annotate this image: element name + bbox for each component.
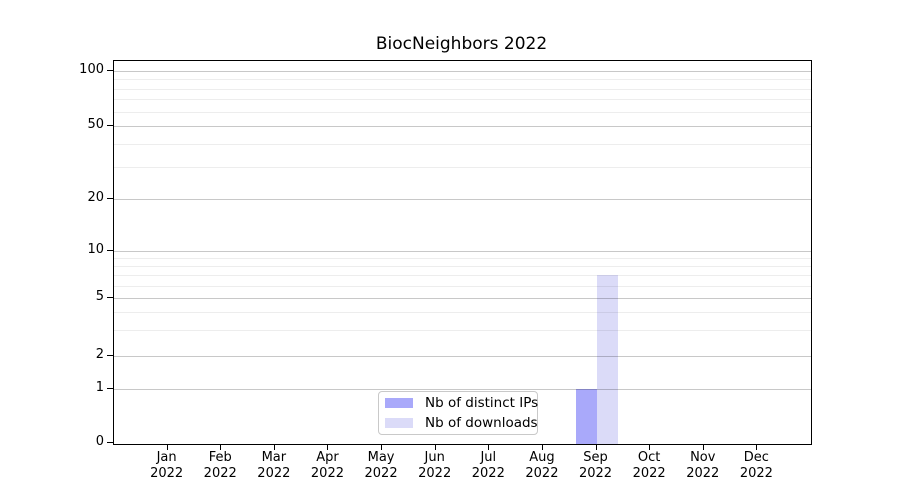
gridline-minor-80 xyxy=(114,88,811,90)
x-tick-mark-mar-2022 xyxy=(273,445,275,450)
y-tick-label-50: 50 xyxy=(87,117,104,132)
y-tick-mark-1 xyxy=(107,388,113,389)
gridline-minor-40 xyxy=(114,143,811,145)
gridline-major-10 xyxy=(114,251,811,252)
x-tick-label-aug-2022: Aug 2022 xyxy=(525,450,559,481)
y-tick-mark-20 xyxy=(107,198,113,199)
x-tick-label-nov-2022: Nov 2022 xyxy=(686,450,720,481)
chart-title: BiocNeighbors 2022 xyxy=(375,34,548,54)
y-tick-label-2: 2 xyxy=(95,347,104,362)
x-tick-label-apr-2022: Apr 2022 xyxy=(310,450,344,481)
y-tick-mark-0 xyxy=(107,442,113,443)
x-tick-label-feb-2022: Feb 2022 xyxy=(203,450,237,481)
x-tick-mark-sep-2022 xyxy=(595,445,597,450)
gridline-major-20 xyxy=(114,199,811,200)
legend-label-nb-of-downloads: Nb of downloads xyxy=(425,415,538,431)
x-tick-label-mar-2022: Mar 2022 xyxy=(257,450,291,481)
gridline-minor-9 xyxy=(114,258,811,260)
x-tick-mark-feb-2022 xyxy=(220,445,222,450)
x-tick-label-jan-2022: Jan 2022 xyxy=(150,450,184,481)
gridline-minor-4 xyxy=(114,312,811,314)
gridline-major-5 xyxy=(114,298,811,299)
x-tick-label-oct-2022: Oct 2022 xyxy=(632,450,666,481)
legend-swatch-nb-of-distinct-ips xyxy=(385,398,413,408)
gridline-major-100 xyxy=(114,71,811,72)
bar-nb-of-downloads-sep-2022 xyxy=(596,275,618,444)
y-tick-mark-10 xyxy=(107,250,113,251)
gridline-major-1 xyxy=(114,389,811,390)
gridline-minor-6 xyxy=(114,285,811,287)
x-tick-mark-jul-2022 xyxy=(488,445,490,450)
gridline-minor-7 xyxy=(114,275,811,277)
x-tick-mark-jun-2022 xyxy=(434,445,436,450)
y-tick-label-10: 10 xyxy=(87,242,104,257)
legend-item-nb-of-distinct-ips: Nb of distinct IPs xyxy=(385,395,539,412)
gridline-minor-70 xyxy=(114,99,811,101)
gridline-minor-90 xyxy=(114,79,811,81)
y-tick-label-0: 0 xyxy=(95,434,104,449)
y-tick-mark-5 xyxy=(107,297,113,298)
legend-swatch-nb-of-downloads xyxy=(385,418,413,428)
y-tick-mark-50 xyxy=(107,125,113,126)
gridline-minor-60 xyxy=(114,111,811,113)
gridline-major-2 xyxy=(114,356,811,357)
gridline-major-50 xyxy=(114,126,811,127)
y-tick-label-100: 100 xyxy=(79,62,104,77)
gridline-minor-30 xyxy=(114,166,811,168)
legend-item-nb-of-downloads: Nb of downloads xyxy=(385,415,538,432)
x-tick-mark-may-2022 xyxy=(381,445,383,450)
y-tick-label-5: 5 xyxy=(95,289,104,304)
x-tick-mark-apr-2022 xyxy=(327,445,329,450)
y-tick-label-1: 1 xyxy=(95,380,104,395)
bar-nb-of-distinct-ips-sep-2022 xyxy=(575,389,597,444)
x-tick-label-sep-2022: Sep 2022 xyxy=(578,450,613,481)
x-tick-label-jun-2022: Jun 2022 xyxy=(418,450,452,481)
x-tick-mark-oct-2022 xyxy=(649,445,651,450)
x-tick-mark-aug-2022 xyxy=(541,445,543,450)
x-tick-mark-jan-2022 xyxy=(166,445,168,450)
x-tick-label-may-2022: May 2022 xyxy=(364,450,398,481)
legend-label-nb-of-distinct-ips: Nb of distinct IPs xyxy=(425,395,539,411)
x-tick-label-dec-2022: Dec 2022 xyxy=(739,450,773,481)
gridline-minor-3 xyxy=(114,330,811,332)
x-tick-label-jul-2022: Jul 2022 xyxy=(471,450,505,481)
y-tick-mark-2 xyxy=(107,355,113,356)
x-tick-mark-dec-2022 xyxy=(756,445,758,450)
x-tick-mark-nov-2022 xyxy=(702,445,704,450)
legend: Nb of distinct IPs Nb of downloads xyxy=(378,391,538,435)
y-tick-mark-100 xyxy=(107,70,113,71)
y-tick-label-20: 20 xyxy=(87,190,104,205)
gridline-minor-8 xyxy=(114,266,811,268)
plot-area xyxy=(113,60,812,445)
